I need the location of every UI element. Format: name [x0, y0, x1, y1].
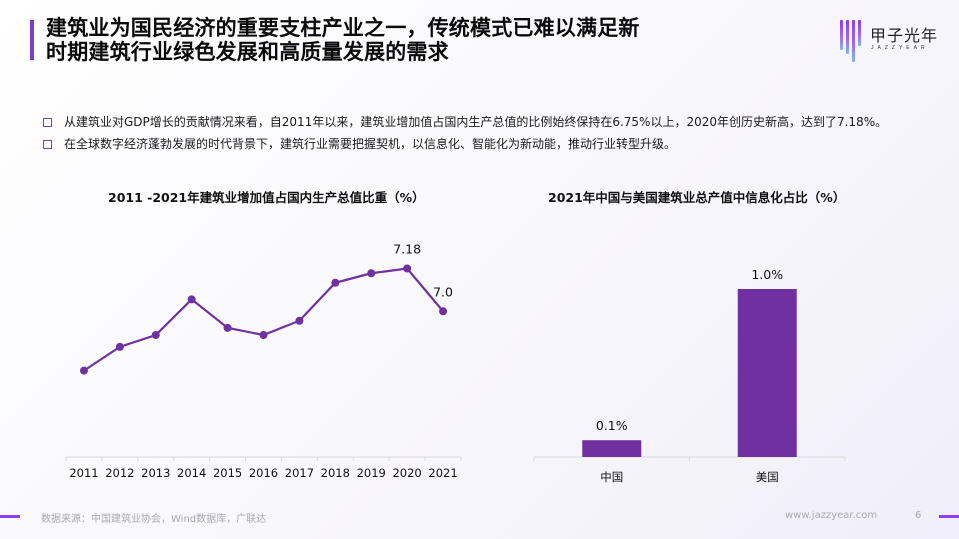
- x-tick-label: 2012: [105, 466, 134, 480]
- page-title-line-2: 时期建筑行业绿色发展和高质量发展的需求: [46, 40, 449, 64]
- bar-category-label: 中国: [600, 470, 623, 484]
- x-tick-label: 2015: [213, 466, 242, 480]
- line-chart: 2011 2012 2013 2014 2015 2016 2017 2018 2019 2020…: [65, 242, 462, 480]
- x-tick-label: 2018: [321, 466, 350, 480]
- data-point-marker: [439, 307, 448, 316]
- data-point-marker: [151, 331, 160, 339]
- data-point-marker: [223, 323, 232, 332]
- page-title: 建筑业为国民经济的重要支柱产业之一，传统模式已难以满足新 时期建筑行业绿色发展和…: [46, 16, 766, 64]
- data-value-label: 7.0: [433, 284, 453, 299]
- website-link[interactable]: www.jazzyear.com: [785, 510, 878, 521]
- logo-name-cn: 甲子光年: [870, 26, 939, 45]
- bullet-text: 在全球数字经济蓬勃发展的时代背景下，建筑行业需要把握契机，以信息化、智能化为新动…: [64, 137, 677, 151]
- data-point-marker: [259, 331, 268, 339]
- page-number: 6: [915, 510, 922, 521]
- data-point-marker: [187, 295, 196, 304]
- logo-name-en: JAZZYEAR: [871, 45, 929, 51]
- x-tick-label: 2017: [285, 466, 314, 480]
- data-point-marker: [79, 366, 88, 375]
- x-tick-label: 2013: [141, 466, 170, 480]
- bullet-item: 在全球数字经济蓬勃发展的时代背景下，建筑行业需要把握契机，以信息化、智能化为新动…: [42, 136, 932, 153]
- bullet-item: 从建筑业对GDP增长的贡献情况来看，自2011年以来，建筑业增加值占国内生产总值…: [42, 114, 932, 131]
- bar-chart: 0.1% 中国 1.0% 美国: [533, 267, 846, 484]
- data-point-marker: [367, 269, 376, 278]
- footer-accent-right: [939, 515, 959, 518]
- page-title-line-1: 建筑业为国民经济的重要支柱产业之一，传统模式已难以满足新: [46, 16, 640, 40]
- line-series: [83, 267, 444, 372]
- data-source-note: 数据来源：中国建筑业协会，Wind数据库，广联达: [41, 514, 267, 525]
- x-tick-label: 2021: [428, 466, 457, 480]
- title-accent-bar: [30, 20, 34, 60]
- data-point-marker: [331, 278, 340, 287]
- bar-value-label: 1.0%: [751, 267, 783, 282]
- data-point-marker: [115, 342, 124, 351]
- bullet-list: 从建筑业对GDP增长的贡献情况来看，自2011年以来，建筑业增加值占国内生产总值…: [42, 114, 932, 158]
- line-chart-title: 2011 -2021年建筑业增加值占国内生产总值比重（%）: [108, 190, 425, 205]
- data-point-marker: [403, 264, 412, 273]
- bar: [737, 289, 797, 457]
- hollow-square-bullet-icon: [43, 118, 52, 127]
- bar-chart-title: 2021年中国与美国建筑业总产值中信息化占比（%）: [548, 190, 846, 205]
- jazzyear-bars-logo-icon: [838, 16, 864, 62]
- bar-category-label: 美国: [756, 470, 779, 484]
- x-tick-label: 2020: [392, 466, 421, 480]
- x-tick-label: 2016: [249, 466, 278, 480]
- x-tick-label: 2011: [69, 466, 98, 480]
- bullet-text: 从建筑业对GDP增长的贡献情况来看，自2011年以来，建筑业增加值占国内生产总值…: [64, 115, 888, 129]
- x-tick-label: 2014: [177, 466, 206, 480]
- hollow-square-bullet-icon: [43, 140, 52, 149]
- data-value-label: 7.18: [393, 242, 421, 257]
- x-tick-label: 2019: [357, 466, 386, 480]
- bar-value-label: 0.1%: [596, 418, 628, 433]
- data-point-marker: [295, 316, 304, 325]
- jazzyear-logo: 甲子光年 JAZZYEAR: [838, 16, 948, 62]
- bar: [582, 440, 642, 457]
- footer-accent-left: [0, 515, 20, 518]
